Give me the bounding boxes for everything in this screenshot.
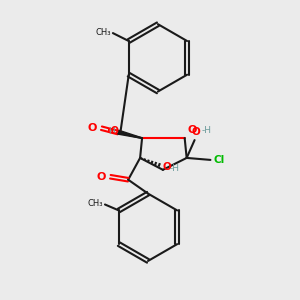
Text: CH₃: CH₃ bbox=[88, 199, 103, 208]
Text: -H: -H bbox=[170, 164, 180, 173]
Text: O: O bbox=[87, 123, 97, 133]
Text: O: O bbox=[96, 172, 105, 182]
Text: CH₃: CH₃ bbox=[95, 28, 111, 37]
Text: H: H bbox=[109, 127, 115, 136]
Text: ·O: ·O bbox=[107, 126, 119, 136]
Text: O: O bbox=[191, 127, 200, 137]
Text: O: O bbox=[163, 162, 172, 172]
Text: -H: -H bbox=[202, 126, 212, 135]
Text: O: O bbox=[188, 125, 197, 135]
Polygon shape bbox=[118, 130, 142, 138]
Text: Cl: Cl bbox=[213, 155, 225, 165]
